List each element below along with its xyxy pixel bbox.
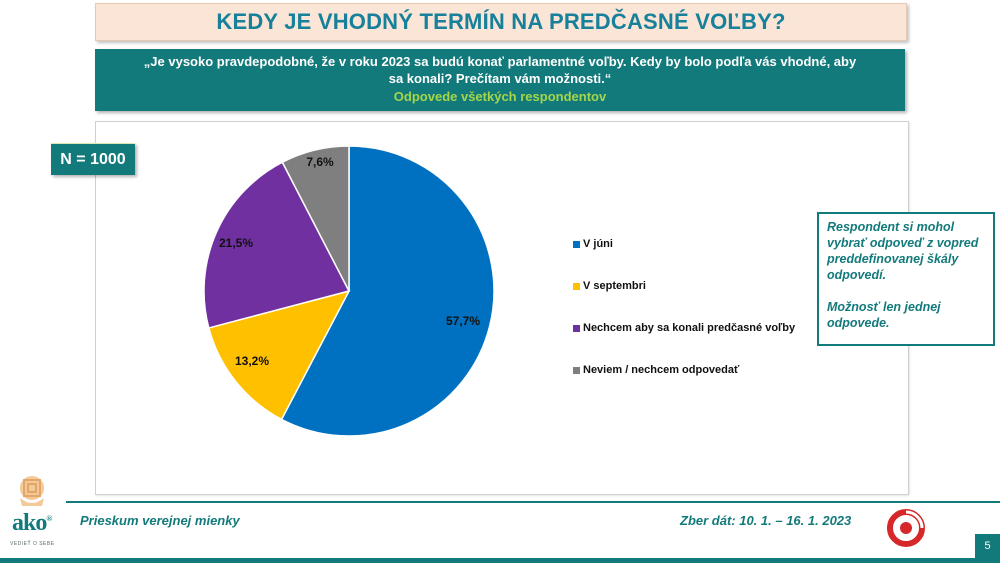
legend-item-2: Nechcem aby sa konali predčasné voľby: [573, 322, 795, 334]
legend-item-1: V septembri: [573, 280, 646, 292]
question-subtitle: Odpovede všetkých respondentov: [393, 89, 607, 104]
pie-slice-0: [280, 145, 495, 437]
legend-swatch-2: [573, 324, 580, 332]
logo-tagline: VEDIEŤ O SEBE: [10, 541, 55, 547]
ako-logo-icon: [20, 476, 44, 506]
note-box: Respondent si mohol vybrať odpoveď z vop…: [817, 212, 995, 346]
logo-text: ako®: [12, 510, 52, 536]
legend-swatch-0: [573, 240, 580, 248]
legend-label-3: Neviem / nechcem odpovedať: [583, 364, 740, 376]
slice-label-3: 7,6%: [306, 155, 334, 169]
legend-item-0: V júni: [573, 238, 613, 250]
legend-label-1: V septembri: [583, 280, 646, 292]
slice-label-1: 13,2%: [235, 354, 269, 368]
title-banner: KEDY JE VHODNÝ TERMÍN NA PREDČASNÉ VOĽBY…: [95, 3, 907, 41]
pie-slice-2: [203, 161, 351, 329]
question-banner: „Je vysoko pravdepodobné, že v roku 2023…: [95, 49, 905, 111]
question-text: „Je vysoko pravdepodobné, že v roku 2023…: [143, 54, 857, 86]
pie-slice-1: [207, 289, 351, 421]
legend-swatch-1: [573, 282, 580, 290]
page-title: KEDY JE VHODNÝ TERMÍN NA PREDČASNÉ VOĽBY…: [216, 9, 786, 34]
pie-slice-3: [281, 145, 350, 292]
footer-survey-label: Prieskum verejnej mienky: [80, 513, 240, 528]
partner-logo-icon: [887, 509, 925, 547]
page-number: 5: [975, 534, 1000, 558]
note-line-2: Možnosť len jednej odpovede.: [827, 300, 941, 330]
pie-labels: 57,7% 13,2% 21,5% 7,6%: [219, 155, 480, 368]
sample-size-badge: N = 1000: [51, 143, 135, 175]
legend-swatch-3: [573, 366, 580, 374]
legend-label-0: V júni: [583, 238, 613, 250]
legend-label-2: Nechcem aby sa konali predčasné voľby: [583, 322, 796, 334]
slice-label-0: 57,7%: [446, 314, 480, 328]
legend-item-3: Neviem / nechcem odpovedať: [573, 364, 739, 376]
slice-label-2: 21,5%: [219, 236, 253, 250]
pie-slices: [203, 145, 495, 437]
footer-dates: Zber dát: 10. 1. – 16. 1. 2023: [680, 513, 852, 528]
footer-bar: [0, 558, 1000, 563]
footer-divider: [66, 501, 1000, 503]
note-line-1: Respondent si mohol vybrať odpoveď z vop…: [827, 220, 979, 282]
